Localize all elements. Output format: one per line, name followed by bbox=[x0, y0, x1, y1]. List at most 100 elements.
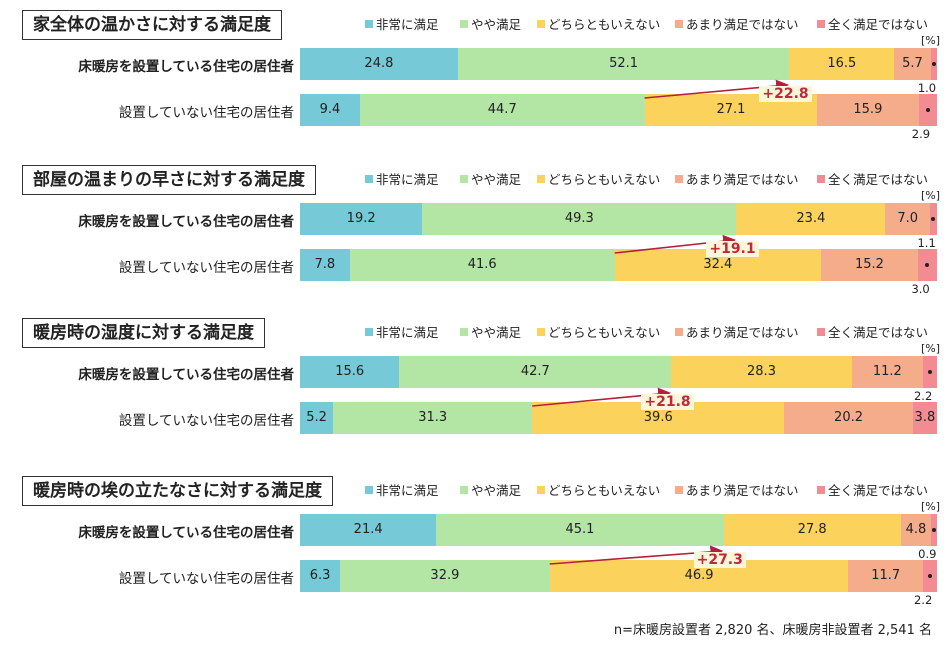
data-label: 15.2 bbox=[854, 257, 884, 272]
legend-swatch bbox=[537, 175, 545, 183]
bar-segment bbox=[333, 402, 533, 434]
legend-item: あまり満足ではない bbox=[675, 482, 799, 500]
legend-label: やや満足 bbox=[471, 172, 522, 187]
chart-title: 部屋の温まりの早さに対する満足度 bbox=[22, 165, 316, 195]
legend-item: やや満足 bbox=[460, 171, 521, 189]
legend-swatch bbox=[817, 328, 825, 336]
legend-swatch bbox=[675, 175, 683, 183]
unit-label: [%] bbox=[920, 500, 940, 513]
legend-label: 非常に満足 bbox=[376, 325, 439, 340]
data-label: 5.2 bbox=[306, 410, 327, 425]
data-label: 39.6 bbox=[643, 410, 673, 425]
chart-title: 家全体の温かさに対する満足度 bbox=[22, 10, 282, 40]
difference-label: +19.1 bbox=[706, 241, 759, 257]
difference-label: +27.3 bbox=[693, 552, 746, 568]
thin-segment-marker bbox=[925, 108, 930, 112]
stacked-bar: 9.4 44.7 27.1 15.9 bbox=[300, 94, 937, 126]
data-label: 2.9 bbox=[911, 127, 931, 141]
row-label: 床暖房を設置している住宅の居住者 bbox=[78, 214, 294, 230]
data-label: 11.7 bbox=[871, 568, 901, 583]
stacked-bar: 19.2 49.3 23.4 7.0 bbox=[300, 203, 937, 235]
legend-item: 非常に満足 bbox=[365, 482, 439, 500]
thin-segment-marker bbox=[931, 62, 936, 66]
legend-item: 全く満足ではない bbox=[817, 16, 928, 34]
legend-swatch bbox=[675, 20, 683, 28]
row-label: 設置していない住宅の居住者 bbox=[118, 260, 294, 276]
legend-swatch bbox=[537, 486, 545, 494]
bar-segment bbox=[300, 402, 334, 434]
data-label: 44.7 bbox=[487, 102, 517, 117]
legend-swatch bbox=[365, 328, 373, 336]
legend-label: 全く満足ではない bbox=[828, 483, 929, 498]
legend-item: あまり満足ではない bbox=[675, 324, 799, 342]
data-label: 2.2 bbox=[913, 389, 933, 403]
chart-legend: 非常に満足 やや満足 どちらともいえない あまり満足ではない 全く満足ではない bbox=[365, 171, 945, 189]
bar-segment bbox=[723, 514, 901, 546]
data-label: 4.8 bbox=[905, 522, 927, 537]
data-label: 2.2 bbox=[913, 593, 933, 607]
stacked-bar: 7.8 41.6 32.4 15.2 bbox=[300, 249, 937, 281]
data-label: 24.8 bbox=[364, 56, 394, 71]
difference-label: +22.8 bbox=[759, 86, 812, 102]
chart-title: 暖房時の埃の立たなさに対する満足度 bbox=[22, 476, 333, 506]
legend-label: 全く満足ではない bbox=[828, 17, 929, 32]
bar-segment bbox=[671, 356, 852, 388]
legend-item: やや満足 bbox=[460, 16, 521, 34]
difference-label: +21.8 bbox=[641, 394, 694, 410]
bar-segment bbox=[784, 402, 913, 434]
legend-label: 非常に満足 bbox=[376, 17, 439, 32]
bar-segment bbox=[736, 203, 886, 235]
chart-panel-3: 暖房時の湿度に対する満足度 非常に満足 やや満足 どちらともいえない あまり満足ではない… bbox=[0, 318, 952, 448]
bar-segment bbox=[300, 94, 360, 126]
legend-swatch bbox=[365, 175, 373, 183]
bar-segment bbox=[817, 94, 919, 126]
bar-segment bbox=[399, 356, 672, 388]
legend-item: あまり満足ではない bbox=[675, 16, 799, 34]
bar-segment bbox=[300, 356, 400, 388]
legend-label: やや満足 bbox=[471, 17, 522, 32]
bar-segment bbox=[300, 514, 437, 546]
bar-segment bbox=[821, 249, 918, 281]
unit-label: [%] bbox=[920, 189, 940, 202]
legend-swatch bbox=[817, 20, 825, 28]
unit-label: [%] bbox=[920, 34, 940, 47]
thin-segment-marker bbox=[927, 370, 932, 374]
legend-label: 全く満足ではない bbox=[828, 325, 929, 340]
chart-legend: 非常に満足 やや満足 どちらともいえない あまり満足ではない 全く満足ではない bbox=[365, 324, 945, 342]
row-label: 床暖房を設置している住宅の居住者 bbox=[78, 59, 294, 75]
data-label: 3.0 bbox=[911, 282, 930, 296]
row-label: 設置していない住宅の居住者 bbox=[118, 105, 294, 121]
bar-segment bbox=[912, 402, 937, 434]
legend-item: 非常に満足 bbox=[365, 16, 439, 34]
bar-segment bbox=[359, 94, 645, 126]
bar-segment bbox=[457, 48, 790, 80]
thin-segment-marker bbox=[931, 217, 936, 221]
chart-legend: 非常に満足 やや満足 どちらともいえない あまり満足ではない 全く満足ではない bbox=[365, 482, 945, 500]
legend-label: どちらともいえない bbox=[548, 172, 661, 187]
stacked-bar: 21.4 45.1 27.8 4.8 bbox=[300, 514, 937, 546]
data-label: 1.0 bbox=[917, 81, 937, 95]
legend-item: どちらともいえない bbox=[537, 324, 660, 342]
data-label: 21.4 bbox=[353, 522, 383, 537]
legend-swatch bbox=[675, 328, 683, 336]
legend-swatch bbox=[817, 175, 825, 183]
legend-label: どちらともいえない bbox=[548, 325, 661, 340]
bar-segment bbox=[300, 249, 350, 281]
bar-segment bbox=[885, 203, 930, 235]
chart-legend: 非常に満足 やや満足 どちらともいえない あまり満足ではない 全く満足ではない bbox=[365, 16, 945, 34]
bar-segment bbox=[300, 203, 423, 235]
stacked-bar: 6.3 32.9 46.9 11.7 bbox=[300, 560, 937, 592]
legend-item: 全く満足ではない bbox=[817, 324, 928, 342]
legend-swatch bbox=[537, 328, 545, 336]
data-label: 7.0 bbox=[897, 211, 919, 226]
bar-segment bbox=[789, 48, 895, 80]
chart-title: 暖房時の湿度に対する満足度 bbox=[22, 318, 265, 348]
legend-swatch bbox=[460, 20, 468, 28]
legend-label: あまり満足ではない bbox=[686, 483, 799, 498]
stacked-bar: 24.8 52.1 16.5 5.7 bbox=[300, 48, 937, 80]
data-label: 6.3 bbox=[309, 568, 331, 583]
data-label: 27.8 bbox=[797, 522, 827, 537]
data-label: 11.2 bbox=[872, 364, 902, 379]
data-label: 15.6 bbox=[335, 364, 365, 379]
data-label: 41.6 bbox=[467, 257, 497, 272]
